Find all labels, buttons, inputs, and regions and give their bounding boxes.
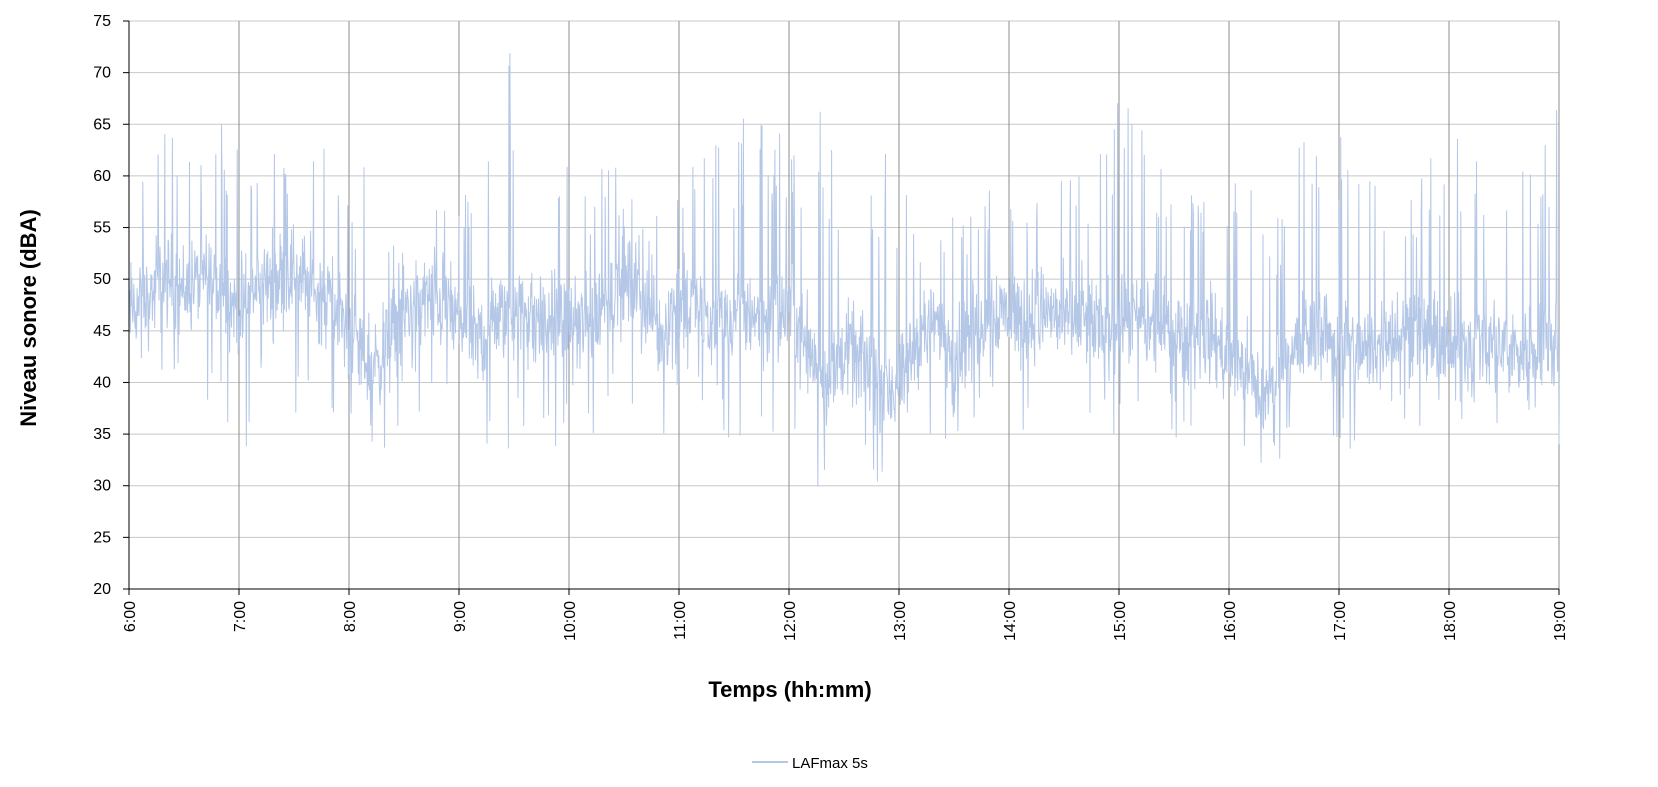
series-lafmax-5s [128,53,1560,487]
y-tick-label: 35 [93,426,111,443]
y-tick-label: 40 [93,374,111,391]
x-tick-label: 17:00 [1332,601,1349,641]
x-tick-labels: 6:00 7:00 8:00 9:00 10:00 11:00 12:00 13:00 14:0… [122,589,1569,641]
x-axis-title: Temps (hh:mm) [708,677,871,702]
legend-label: LAFmax 5s [792,755,868,772]
y-tick-label: 75 [93,13,111,30]
y-tick-label: 20 [93,581,111,598]
series-line-0 [128,53,1560,487]
horizontal-gridlines [129,20,1559,538]
y-tick-label: 55 [93,220,111,237]
y-tick-label: 65 [93,116,111,133]
x-tick-label: 13:00 [892,601,909,641]
x-tick-label: 8:00 [342,601,359,632]
y-tick-label: 60 [93,168,111,185]
x-tick-label: 12:00 [782,601,799,641]
x-tick-label: 14:00 [1002,601,1019,641]
x-tick-label: 18:00 [1442,601,1459,641]
y-tick-label: 70 [93,65,111,82]
x-tick-label: 19:00 [1552,601,1569,641]
x-tick-label: 6:00 [122,601,139,632]
y-axis-title: Niveau sonore (dBA) [16,209,41,427]
x-tick-label: 7:00 [232,601,249,632]
x-tick-label: 16:00 [1222,601,1239,641]
x-tick-label: 11:00 [672,601,689,640]
y-tick-label: 30 [93,478,111,495]
y-tick-label: 45 [93,323,111,340]
y-tick-labels: 20 25 30 35 40 45 50 55 60 65 70 75 [93,13,129,598]
x-tick-label: 15:00 [1112,601,1129,641]
x-tick-label: 10:00 [562,601,579,641]
x-tick-label: 9:00 [452,601,469,632]
y-tick-label: 25 [93,529,111,546]
plot-area [129,21,1559,589]
legend: LAFmax 5s [752,755,868,772]
y-tick-label: 50 [93,271,111,288]
